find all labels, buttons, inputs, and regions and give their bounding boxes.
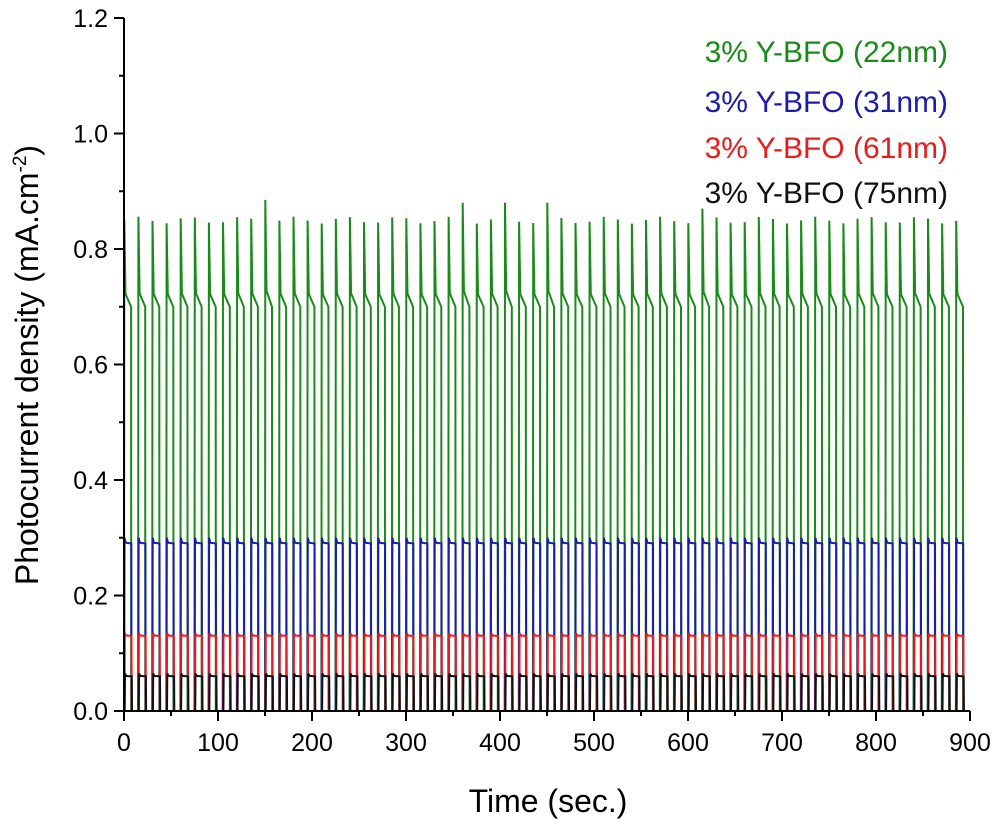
axes-layer: 0 100 200 300 400 500 600 700 800 900 0.0 0.2 0.4 0.6… (73, 5, 991, 757)
legend-entry-4: 3% Y-BFO (75nm) (705, 177, 948, 210)
y-tick-label-6: 1.2 (73, 5, 108, 33)
y-tick-label-0: 0.0 (73, 698, 108, 726)
x-tick-label-8: 800 (855, 729, 897, 757)
x-tick-label-7: 700 (761, 729, 803, 757)
x-tick-label-3: 300 (385, 729, 427, 757)
legend-entry-3: 3% Y-BFO (61nm) (705, 132, 948, 165)
y-axis-title: Photocurrent density (mA.cm-2) (9, 145, 45, 585)
series-layer (123, 199, 970, 712)
x-tick-label-0: 0 (117, 729, 131, 757)
y-tick-label-4: 0.8 (73, 236, 108, 264)
x-tick-label-9: 900 (949, 729, 991, 757)
y-tick-label-5: 1.0 (73, 121, 108, 149)
x-axis-title: Time (sec.) (469, 783, 628, 819)
legend: 3% Y-BFO (22nm) 3% Y-BFO (31nm) 3% Y-BFO (… (705, 36, 948, 210)
y-tick-label-1: 0.2 (73, 583, 108, 611)
x-tick-label-6: 600 (667, 729, 709, 757)
y-tick-label-2: 0.4 (73, 467, 108, 495)
y-tick-label-3: 0.6 (73, 352, 108, 380)
x-tick-label-4: 400 (479, 729, 521, 757)
series-line-4 (123, 673, 970, 712)
x-tick-label-2: 200 (291, 729, 333, 757)
x-tick-label-1: 100 (197, 729, 239, 757)
legend-entry-2: 3% Y-BFO (31nm) (705, 86, 948, 119)
x-tick-label-5: 500 (573, 729, 615, 757)
legend-entry-1: 3% Y-BFO (22nm) (705, 36, 948, 69)
